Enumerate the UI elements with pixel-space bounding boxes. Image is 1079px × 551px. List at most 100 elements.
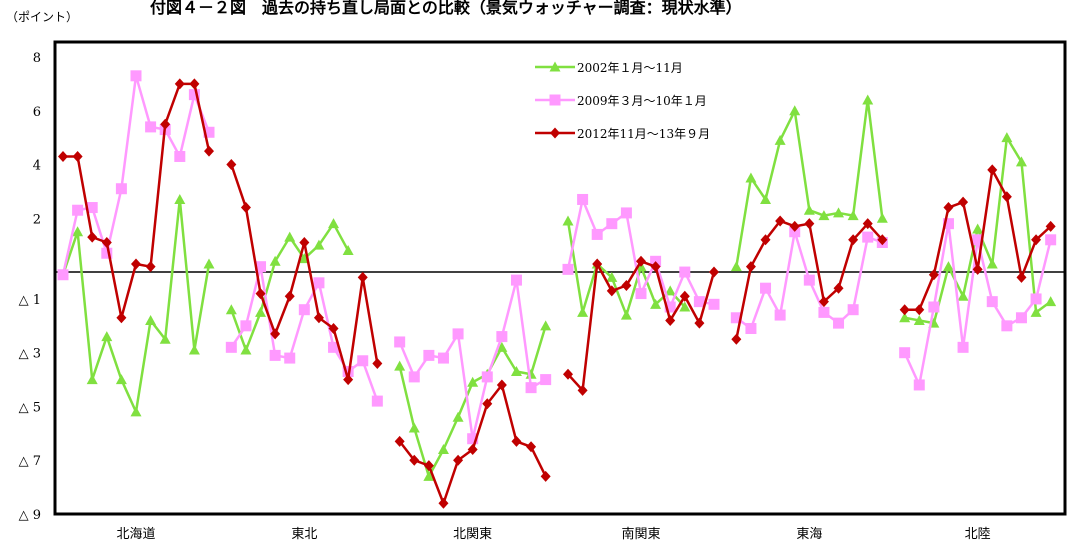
data-point-marker — [240, 202, 251, 214]
data-point-marker — [357, 355, 369, 367]
data-point-marker — [789, 105, 801, 116]
y-tick-label: 2 — [33, 212, 41, 227]
data-point-marker — [760, 234, 771, 246]
data-point-marker — [775, 215, 786, 227]
data-point-marker — [225, 341, 237, 353]
data-point-marker — [1001, 320, 1013, 332]
data-point-marker — [270, 328, 281, 340]
data-point-marker — [394, 360, 406, 371]
data-point-marker — [1001, 132, 1013, 143]
data-point-marker — [987, 164, 998, 176]
data-point-marker — [957, 290, 969, 301]
data-point-marker — [255, 288, 266, 300]
data-point-marker — [731, 333, 742, 345]
data-point-marker — [511, 435, 522, 447]
data-point-marker — [862, 218, 873, 230]
data-point-marker — [577, 306, 589, 317]
data-point-marker — [328, 323, 339, 335]
chart-title: 付図４－２図 過去の持ち直し局面との比較（景気ウォッチャー調査：現状水準） — [150, 0, 742, 17]
data-point-marker — [72, 226, 84, 237]
data-point-marker — [72, 150, 83, 162]
data-point-marker — [116, 312, 127, 324]
data-point-marker — [730, 261, 742, 272]
data-point-marker — [284, 290, 295, 302]
y-tick-label: △ 7 — [19, 454, 41, 469]
data-point-marker — [804, 218, 815, 230]
data-point-marker — [913, 379, 925, 391]
data-point-marker — [899, 347, 911, 359]
data-point-marker — [577, 193, 589, 205]
data-point-marker — [57, 269, 69, 281]
data-point-marker — [664, 301, 676, 313]
legend-label: 2012年11月～13年９月 — [577, 127, 710, 141]
legend-label: 2002年１月～11月 — [577, 61, 683, 75]
data-point-marker — [204, 145, 214, 157]
data-point-marker — [1030, 293, 1042, 305]
data-point-marker — [269, 255, 281, 266]
data-point-marker — [328, 341, 340, 353]
data-point-marker — [72, 204, 84, 216]
data-point-marker — [972, 223, 984, 234]
series-line-segment — [61, 198, 211, 414]
series-1 — [57, 94, 1057, 481]
data-point-marker — [145, 261, 156, 273]
series-line-segment — [735, 98, 884, 267]
data-point-marker — [847, 304, 859, 316]
data-point-marker — [1001, 191, 1012, 203]
data-point-marker — [423, 349, 435, 361]
legend-item: 2009年３月～10年１月 — [535, 94, 707, 108]
data-point-marker — [328, 218, 340, 229]
data-point-marker — [650, 298, 662, 309]
data-point-marker — [606, 271, 618, 282]
legend-item: 2012年11月～13年９月 — [535, 127, 710, 141]
data-point-marker — [876, 212, 888, 223]
data-point-marker — [453, 454, 464, 466]
series-line-segment — [61, 74, 211, 276]
data-point-marker — [942, 261, 954, 272]
data-point-marker — [269, 349, 281, 361]
data-point-marker — [818, 306, 830, 318]
data-point-marker — [130, 70, 142, 82]
data-point-marker — [621, 280, 632, 291]
data-point-marker — [620, 309, 632, 320]
data-point-marker — [833, 207, 845, 218]
y-tick-label: 8 — [33, 51, 41, 66]
data-point-marker — [774, 309, 786, 321]
legend-marker — [550, 127, 560, 139]
data-point-marker — [708, 298, 720, 310]
data-point-marker — [482, 398, 493, 410]
data-point-marker — [620, 207, 632, 219]
data-point-marker — [1030, 306, 1042, 317]
y-tick-label: △ 5 — [19, 400, 41, 415]
data-point-marker — [694, 317, 705, 329]
data-point-marker — [591, 228, 603, 240]
data-point-marker — [437, 443, 449, 454]
data-point-marker — [159, 333, 171, 344]
data-point-marker — [803, 274, 815, 286]
data-point-marker — [372, 357, 383, 369]
y-tick-label: 4 — [33, 159, 41, 174]
data-point-marker — [496, 341, 508, 352]
data-point-marker — [86, 202, 98, 214]
data-point-marker — [510, 366, 522, 377]
data-point-marker — [298, 304, 310, 316]
x-category-label: 南関東 — [621, 526, 660, 542]
data-point-marker — [914, 304, 925, 316]
data-point-marker — [409, 454, 420, 466]
data-point-marker — [115, 374, 127, 385]
data-point-marker — [972, 234, 984, 246]
data-point-marker — [1045, 296, 1057, 307]
data-point-marker — [130, 406, 142, 417]
data-point-marker — [592, 258, 603, 270]
legend-marker — [549, 61, 561, 72]
data-point-marker — [562, 263, 574, 275]
y-axis-unit-label: （ポイント） — [6, 10, 79, 24]
data-point-marker — [1015, 156, 1027, 167]
data-point-marker — [438, 497, 449, 509]
data-point-marker — [664, 285, 676, 296]
x-category-label: 東海 — [796, 526, 822, 542]
data-point-marker — [394, 435, 405, 447]
data-point-marker — [452, 328, 464, 340]
data-point-marker — [101, 247, 113, 259]
